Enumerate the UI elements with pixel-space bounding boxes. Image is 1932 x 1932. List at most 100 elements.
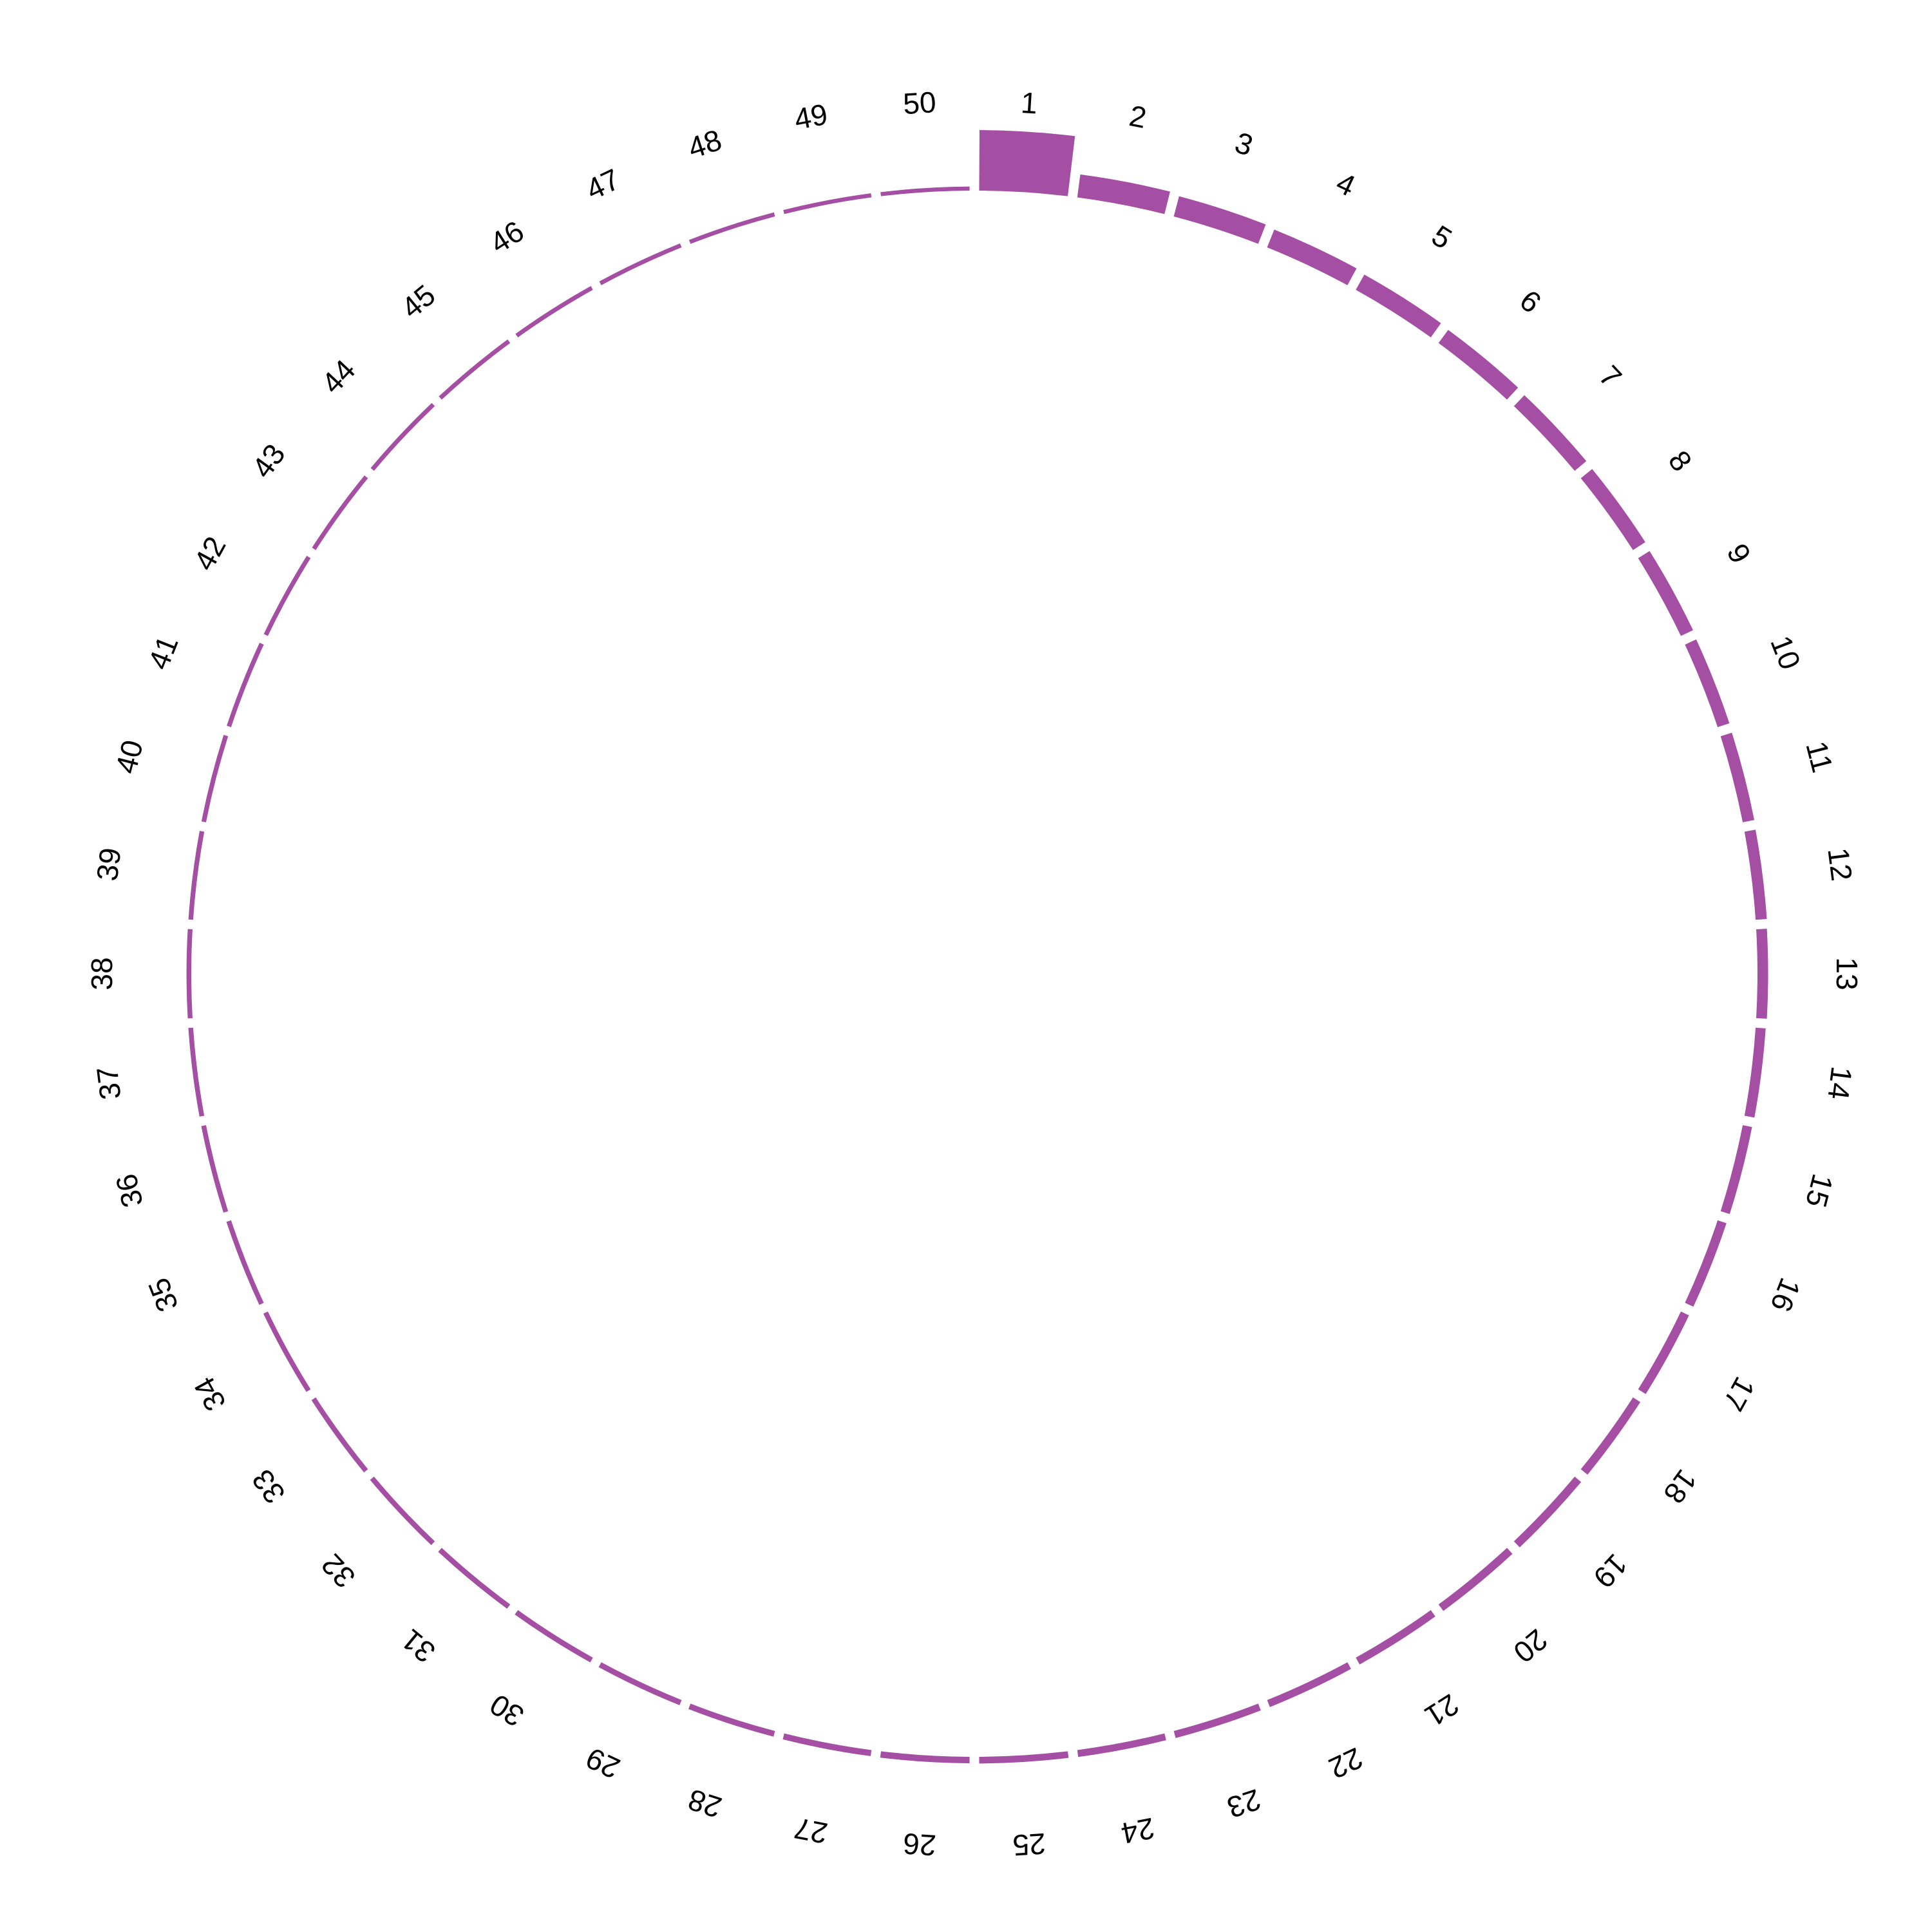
sector-bar-18 bbox=[1580, 1397, 1641, 1475]
sector-bar-50 bbox=[880, 186, 970, 196]
sector-bar-22 bbox=[1267, 1662, 1351, 1707]
sector-bar-7 bbox=[1513, 395, 1587, 471]
sector-label-32: 32 bbox=[315, 1548, 362, 1595]
sector-bar-3 bbox=[1173, 196, 1266, 244]
sector-bar-33 bbox=[311, 1397, 368, 1473]
sector-label-18: 18 bbox=[1657, 1463, 1703, 1510]
sector-label-28: 28 bbox=[684, 1783, 726, 1824]
sector-bar-19 bbox=[1513, 1476, 1582, 1548]
sector-label-27: 27 bbox=[791, 1812, 830, 1851]
sector-bar-40 bbox=[201, 735, 229, 822]
sector-label-50: 50 bbox=[902, 85, 937, 120]
sector-label-43: 43 bbox=[245, 438, 292, 484]
sector-bar-28 bbox=[688, 1703, 775, 1737]
sector-bar-5 bbox=[1356, 274, 1441, 337]
sector-bar-41 bbox=[227, 642, 264, 728]
sector-bar-25 bbox=[979, 1751, 1069, 1764]
sector-label-19: 19 bbox=[1587, 1548, 1634, 1595]
sector-bar-16 bbox=[1685, 1220, 1727, 1307]
sector-bar-6 bbox=[1438, 330, 1519, 400]
sector-label-23: 23 bbox=[1223, 1783, 1265, 1824]
sector-bar-9 bbox=[1638, 551, 1693, 636]
sector-label-44: 44 bbox=[315, 353, 362, 400]
sector-label-42: 42 bbox=[187, 531, 232, 576]
sector-bar-15 bbox=[1720, 1125, 1752, 1215]
sector-label-41: 41 bbox=[142, 631, 185, 674]
sector-bar-21 bbox=[1356, 1610, 1435, 1665]
sector-bar-10 bbox=[1685, 639, 1730, 728]
sector-label-46: 46 bbox=[484, 214, 529, 260]
sectors-layer bbox=[186, 130, 1768, 1764]
sector-label-10: 10 bbox=[1764, 631, 1807, 674]
sector-bar-11 bbox=[1720, 732, 1755, 822]
sector-bar-23 bbox=[1173, 1703, 1261, 1738]
sector-label-40: 40 bbox=[109, 737, 149, 777]
sector-label-7: 7 bbox=[1593, 359, 1628, 393]
sector-label-5: 5 bbox=[1426, 218, 1457, 256]
sector-bar-12 bbox=[1744, 829, 1767, 920]
sector-label-4: 4 bbox=[1331, 166, 1360, 203]
sector-bar-1 bbox=[979, 130, 1075, 196]
sector-label-16: 16 bbox=[1764, 1273, 1807, 1316]
sector-label-20: 20 bbox=[1507, 1623, 1554, 1670]
sector-label-8: 8 bbox=[1662, 444, 1699, 477]
sector-bar-35 bbox=[226, 1220, 264, 1305]
sector-label-30: 30 bbox=[484, 1687, 529, 1733]
sector-label-13: 13 bbox=[1830, 957, 1864, 990]
sector-bar-17 bbox=[1638, 1311, 1689, 1394]
sector-label-14: 14 bbox=[1821, 1065, 1859, 1101]
sector-bar-44 bbox=[370, 402, 435, 471]
sector-label-2: 2 bbox=[1126, 99, 1149, 135]
sector-label-21: 21 bbox=[1419, 1687, 1465, 1733]
sector-bar-30 bbox=[515, 1610, 593, 1663]
sector-bar-36 bbox=[201, 1125, 229, 1213]
sector-bar-42 bbox=[263, 555, 311, 636]
sector-bar-48 bbox=[688, 212, 775, 244]
sector-bar-39 bbox=[188, 831, 205, 920]
sector-bar-2 bbox=[1077, 174, 1170, 214]
sector-bar-24 bbox=[1077, 1733, 1166, 1757]
sector-label-31: 31 bbox=[395, 1623, 442, 1670]
sector-label-1: 1 bbox=[1020, 86, 1039, 120]
sector-bar-37 bbox=[188, 1027, 205, 1117]
sector-bar-13 bbox=[1756, 929, 1768, 1019]
sector-bar-49 bbox=[783, 193, 872, 214]
sector-bar-34 bbox=[263, 1311, 311, 1392]
sector-label-47: 47 bbox=[581, 162, 625, 207]
sector-label-45: 45 bbox=[395, 278, 442, 325]
sector-label-34: 34 bbox=[187, 1372, 232, 1417]
sector-bar-32 bbox=[370, 1476, 435, 1546]
sector-bar-45 bbox=[439, 339, 511, 400]
sector-bar-20 bbox=[1438, 1548, 1513, 1611]
sector-bar-4 bbox=[1267, 229, 1357, 285]
sector-bar-8 bbox=[1580, 469, 1645, 551]
sector-label-37: 37 bbox=[90, 1065, 128, 1101]
sector-label-36: 36 bbox=[109, 1171, 149, 1211]
sector-bar-31 bbox=[438, 1548, 511, 1609]
sector-label-11: 11 bbox=[1799, 737, 1839, 775]
sector-label-3: 3 bbox=[1231, 126, 1257, 162]
sector-bar-14 bbox=[1744, 1027, 1766, 1118]
sector-bar-46 bbox=[515, 286, 593, 337]
sector-label-25: 25 bbox=[1012, 1827, 1046, 1862]
sector-bar-43 bbox=[312, 475, 368, 551]
sector-label-29: 29 bbox=[581, 1741, 625, 1786]
sector-label-15: 15 bbox=[1799, 1171, 1840, 1211]
sector-bar-29 bbox=[598, 1662, 682, 1705]
sector-label-38: 38 bbox=[85, 957, 118, 990]
sector-bar-26 bbox=[880, 1751, 970, 1763]
sector-label-24: 24 bbox=[1119, 1812, 1157, 1851]
sector-label-22: 22 bbox=[1324, 1741, 1368, 1786]
sector-bar-27 bbox=[782, 1733, 872, 1756]
sector-label-48: 48 bbox=[684, 123, 726, 165]
labels-layer: 1 234567891011121314151617181920212223242… bbox=[85, 85, 1864, 1862]
sector-label-9: 9 bbox=[1720, 538, 1757, 568]
sector-label-39: 39 bbox=[90, 846, 128, 883]
sector-label-26: 26 bbox=[902, 1827, 937, 1862]
sector-label-6: 6 bbox=[1513, 283, 1548, 319]
sector-label-35: 35 bbox=[142, 1273, 185, 1316]
sector-label-12: 12 bbox=[1821, 846, 1859, 883]
sector-label-33: 33 bbox=[245, 1463, 292, 1510]
